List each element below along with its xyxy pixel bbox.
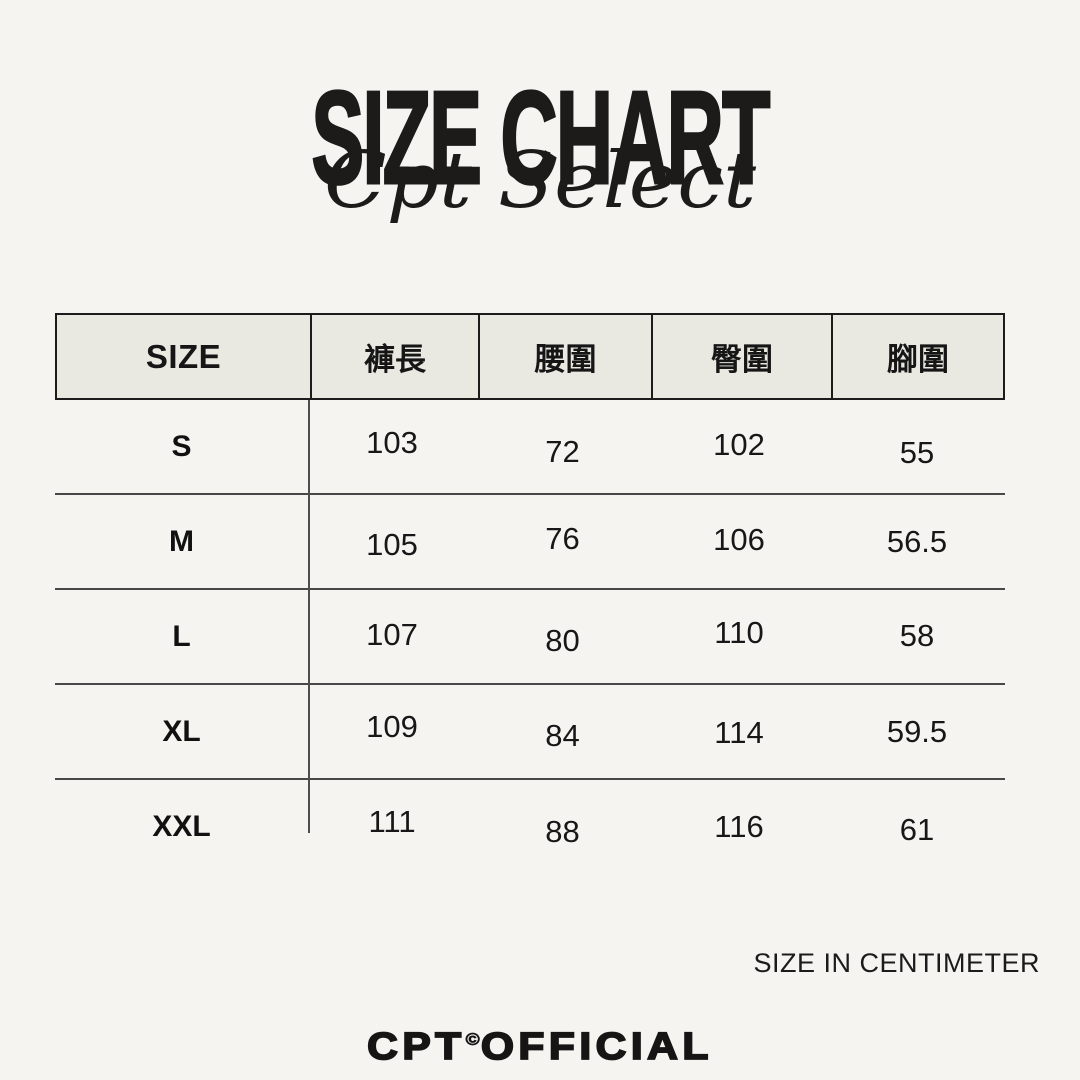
cell-value: 80 [545,622,580,658]
size-chart-table: SIZE 褲長 腰圍 臀圍 腳圍 S 103 72 102 55 M 105 7… [55,313,1005,873]
row-size-label: M [169,524,194,558]
cell-value: 58 [899,617,935,653]
column-header-waist: 腰圍 [478,315,651,398]
row-size-label: L [172,619,191,653]
cell-value: 111 [368,803,416,839]
cell-value: 55 [899,434,935,470]
table-row: XL 109 84 114 59.5 [55,683,1005,778]
cell-value: 72 [545,433,580,469]
table-row: L 107 80 110 58 [55,588,1005,683]
cell-value: 102 [713,426,765,462]
table-row: M 105 76 106 56.5 [55,493,1005,588]
column-header-pant-length: 褲長 [310,315,478,398]
cell-value: 88 [545,813,580,849]
table-header-row: SIZE 褲長 腰圍 臀圍 腳圍 [55,313,1005,400]
unit-note: SIZE IN CENTIMETER [753,948,1040,978]
cell-value: 106 [713,521,765,557]
table-body: S 103 72 102 55 M 105 76 106 56.5 L 107 … [55,400,1005,873]
column-header-size: SIZE [145,337,222,375]
table-row: S 103 72 102 55 [55,400,1005,493]
cell-value: 109 [366,708,418,744]
cell-value: 56.5 [886,523,948,559]
column-header-hip: 臀圍 [651,315,831,398]
brand-suffix: OFFICIAL [480,1025,713,1069]
cell-value: 103 [366,424,418,460]
row-size-label: XL [162,714,201,748]
title-block: SIZE CHART Cpt Select [0,0,1080,260]
cell-value: 105 [366,526,418,562]
cell-value: 61 [899,811,935,847]
cell-value: 59.5 [886,713,948,749]
cell-value: 110 [714,614,764,650]
copyright-icon: © [465,1030,481,1050]
row-size-label: XXL [152,809,211,843]
column-header-leg-opening: 腳圍 [831,315,1003,398]
script-subtitle: Cpt Select [323,136,757,226]
cell-value: 84 [545,717,580,753]
size-column-divider [308,400,310,833]
row-size-label: S [171,429,192,463]
page-title: SIZE CHART [310,64,771,211]
brand-prefix: CPT [366,1025,466,1069]
cell-value: 116 [714,808,764,844]
cell-value: 76 [545,520,580,556]
brand-logo: CPT©OFFICIAL [0,1025,1080,1069]
table-row: XXL 111 88 116 61 [55,778,1005,873]
cell-value: 107 [366,616,418,652]
cell-value: 114 [714,714,764,750]
